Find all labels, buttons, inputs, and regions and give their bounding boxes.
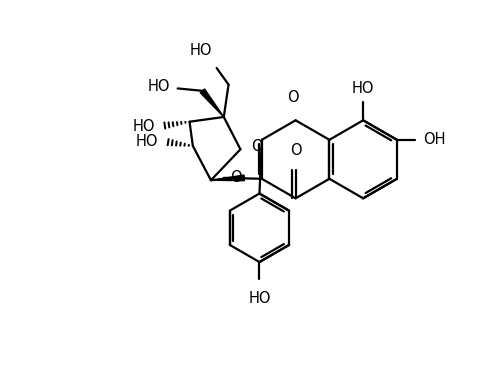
Text: OH: OH: [423, 132, 445, 147]
Text: HO: HO: [148, 79, 171, 93]
Text: O: O: [287, 90, 299, 105]
Text: HO: HO: [189, 44, 212, 58]
Text: O: O: [251, 139, 262, 154]
Polygon shape: [200, 89, 224, 117]
Polygon shape: [211, 175, 244, 181]
Text: HO: HO: [248, 291, 271, 306]
Text: O: O: [290, 143, 301, 158]
Text: HO: HO: [133, 119, 155, 134]
Text: O: O: [230, 170, 241, 185]
Text: HO: HO: [136, 134, 159, 149]
Text: HO: HO: [352, 81, 375, 96]
